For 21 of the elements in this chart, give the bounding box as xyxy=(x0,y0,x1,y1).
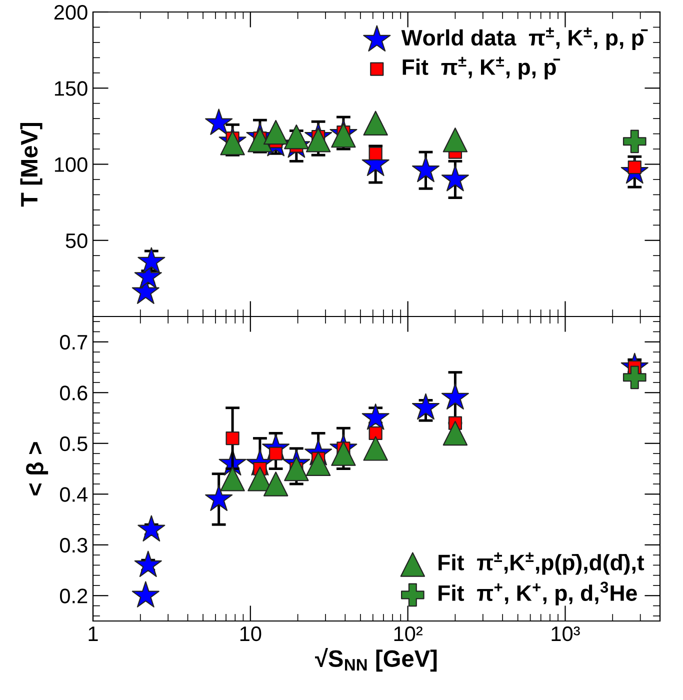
y-tick-label: 0.7 xyxy=(60,334,88,350)
y-axis-title: < β > xyxy=(26,442,48,496)
x-tick-label: 1 xyxy=(88,626,98,641)
y-tick-label: 0.2 xyxy=(60,588,88,604)
legend-label: World data π$^{±}$, K$^{±}$, p, p̄ xyxy=(401,28,648,50)
y-tick-label: 100 xyxy=(54,157,88,172)
y-tick-label: 200 xyxy=(54,5,88,20)
y-tick-label: 0.3 xyxy=(60,538,88,553)
legend-label: Fit π$^{+}$, K$^{+}$, p, d,$^{3}$He xyxy=(438,582,637,606)
y-tick-label: 0.6 xyxy=(60,386,88,400)
y-tick-label: 50 xyxy=(66,233,88,248)
y-tick-label: 0.4 xyxy=(60,487,88,502)
legend-label: Fit π$^{±}$, K$^{±}$, p, p̄ xyxy=(402,56,560,80)
x-tick-label: 10² xyxy=(394,626,422,642)
x-tick-label: 10 xyxy=(240,626,262,642)
y-tick-label: 0.5 xyxy=(60,436,88,452)
x-axis-title: √S$_{NN}$ [GeV] xyxy=(315,648,437,672)
y-tick-label: 150 xyxy=(54,81,88,96)
x-tick-label: 10³ xyxy=(552,626,580,642)
y-axis-title: T [MeV] xyxy=(20,122,42,207)
legend-label: Fit π$^{±}$,K$^{±}$,p(p̄),d(d̄),t xyxy=(438,552,644,575)
